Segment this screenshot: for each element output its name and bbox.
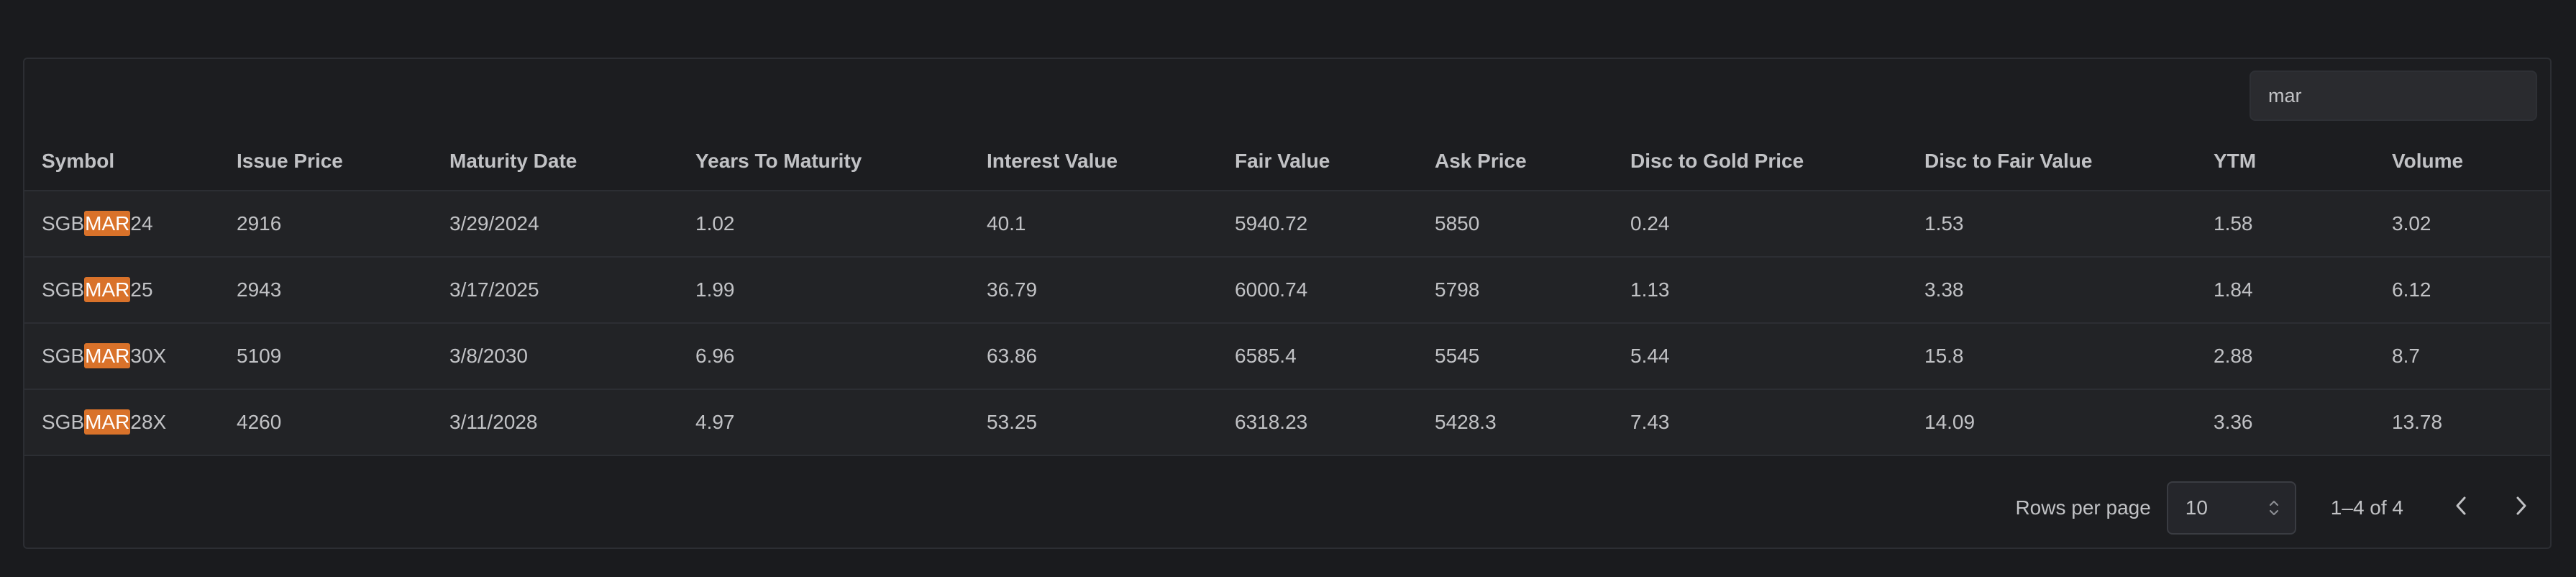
rows-per-page-value: 10 [2185,496,2208,519]
column-header-interest-value[interactable]: Interest Value [969,132,1218,191]
ask-price-cell: 5798 [1417,257,1613,324]
interest-value-cell: 36.79 [969,257,1218,324]
column-header-disc-to-gold-price[interactable]: Disc to Gold Price [1613,132,1907,191]
symbol-prefix: SGB [42,411,85,433]
years-to-maturity-cell: 4.97 [678,389,969,456]
search-highlight: MAR [84,409,131,435]
disc-to-fair-value-cell: 15.8 [1907,323,2196,390]
ytm-cell: 1.58 [2196,191,2375,258]
issue-price-cell: 4260 [219,389,432,456]
symbol-cell: SGBMAR30X [24,323,219,390]
symbol-prefix: SGB [42,278,85,301]
pagination-bar: Rows per page 10 1–4 of 4 [2015,481,2537,535]
ask-price-cell: 5545 [1417,323,1613,390]
maturity-date-cell: 3/17/2025 [432,257,678,324]
table-header-row: Symbol Issue Price Maturity Date Years T… [24,132,2550,191]
fair-value-cell: 6318.23 [1218,389,1417,456]
disc-to-gold-price-cell: 7.43 [1613,389,1907,456]
symbol-cell: SGBMAR25 [24,257,219,324]
volume-cell: 8.7 [2375,323,2550,390]
search-highlight: MAR [84,343,131,368]
years-to-maturity-cell: 1.02 [678,191,969,258]
interest-value-cell: 40.1 [969,191,1218,258]
disc-to-fair-value-cell: 14.09 [1907,389,2196,456]
fair-value-cell: 6000.74 [1218,257,1417,324]
table-row[interactable]: SGBMAR30X 5109 3/8/2030 6.96 63.86 6585.… [24,323,2550,390]
maturity-date-cell: 3/8/2030 [432,323,678,390]
column-header-fair-value[interactable]: Fair Value [1218,132,1417,191]
search-box[interactable] [2250,71,2537,121]
rows-per-page-select[interactable]: 10 [2166,481,2296,535]
issue-price-cell: 2943 [219,257,432,324]
maturity-date-cell: 3/29/2024 [432,191,678,258]
issue-price-cell: 2916 [219,191,432,258]
symbol-prefix: SGB [42,345,85,367]
column-header-issue-price[interactable]: Issue Price [219,132,432,191]
years-to-maturity-cell: 6.96 [678,323,969,390]
table-row[interactable]: SGBMAR28X 4260 3/11/2028 4.97 53.25 6318… [24,389,2550,456]
up-down-chevron-icon [2267,498,2280,518]
previous-page-button[interactable] [2445,486,2477,530]
search-highlight: MAR [84,211,131,236]
next-page-button[interactable] [2506,486,2537,530]
disc-to-gold-price-cell: 0.24 [1613,191,1907,258]
symbol-cell: SGBMAR28X [24,389,219,456]
search-input[interactable] [2251,72,2536,119]
table-row[interactable]: SGBMAR24 2916 3/29/2024 1.02 40.1 5940.7… [24,191,2550,258]
ask-price-cell: 5428.3 [1417,389,1613,456]
table-row[interactable]: SGBMAR25 2943 3/17/2025 1.99 36.79 6000.… [24,257,2550,324]
bonds-table: Symbol Issue Price Maturity Date Years T… [24,132,2550,456]
rows-per-page-label: Rows per page [2015,496,2151,519]
disc-to-gold-price-cell: 5.44 [1613,323,1907,390]
symbol-suffix: 28X [130,411,167,433]
interest-value-cell: 53.25 [969,389,1218,456]
volume-cell: 6.12 [2375,257,2550,324]
ytm-cell: 1.84 [2196,257,2375,324]
column-header-years-to-maturity[interactable]: Years To Maturity [678,132,969,191]
chevron-left-icon [2453,494,2469,523]
interest-value-cell: 63.86 [969,323,1218,390]
years-to-maturity-cell: 1.99 [678,257,969,324]
column-header-disc-to-fair-value[interactable]: Disc to Fair Value [1907,132,2196,191]
column-header-maturity-date[interactable]: Maturity Date [432,132,678,191]
chevron-right-icon [2513,494,2529,523]
data-table-panel: Symbol Issue Price Maturity Date Years T… [23,58,2552,549]
issue-price-cell: 5109 [219,323,432,390]
ytm-cell: 3.36 [2196,389,2375,456]
ask-price-cell: 5850 [1417,191,1613,258]
fair-value-cell: 5940.72 [1218,191,1417,258]
fair-value-cell: 6585.4 [1218,323,1417,390]
ytm-cell: 2.88 [2196,323,2375,390]
pagination-range-label: 1–4 of 4 [2330,496,2403,519]
disc-to-fair-value-cell: 1.53 [1907,191,2196,258]
column-header-ask-price[interactable]: Ask Price [1417,132,1613,191]
column-header-symbol[interactable]: Symbol [24,132,219,191]
symbol-suffix: 30X [130,345,167,367]
symbol-cell: SGBMAR24 [24,191,219,258]
disc-to-gold-price-cell: 1.13 [1613,257,1907,324]
column-header-ytm[interactable]: YTM [2196,132,2375,191]
symbol-suffix: 24 [130,212,153,235]
column-header-volume[interactable]: Volume [2375,132,2550,191]
search-highlight: MAR [84,277,131,302]
maturity-date-cell: 3/11/2028 [432,389,678,456]
disc-to-fair-value-cell: 3.38 [1907,257,2196,324]
symbol-prefix: SGB [42,212,85,235]
volume-cell: 3.02 [2375,191,2550,258]
volume-cell: 13.78 [2375,389,2550,456]
symbol-suffix: 25 [130,278,153,301]
